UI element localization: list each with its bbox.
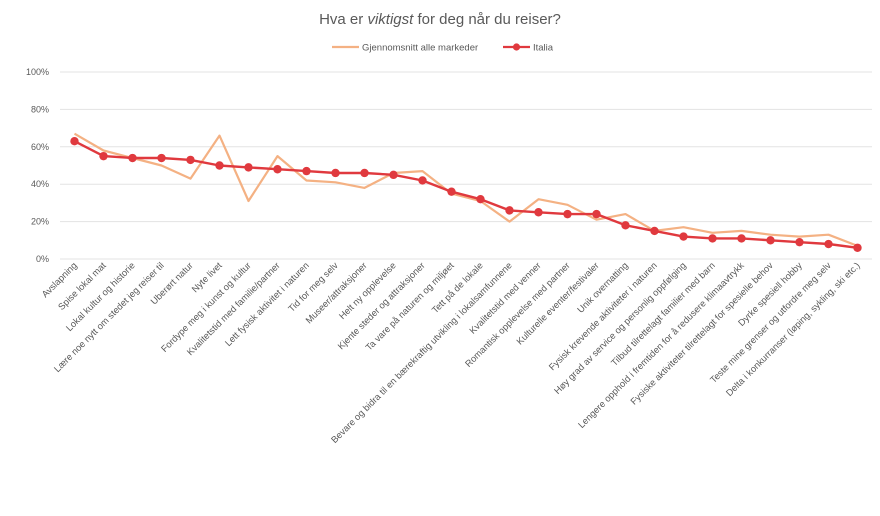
data-point[interactable] [621, 221, 630, 230]
data-point[interactable] [70, 136, 79, 146]
legend: Gjennomsnitt alle markeder Italia [332, 43, 554, 54]
x-category-label: Romantisk opplevelse med partner [463, 260, 572, 369]
x-category-label: Tilbud tilrettelagt familier med barn [609, 260, 717, 368]
data-point[interactable] [99, 151, 108, 161]
series-group [70, 132, 862, 252]
y-tick-label: 60% [31, 142, 49, 152]
series-italia [70, 136, 862, 252]
data-point[interactable] [476, 194, 485, 204]
x-category-label: Unik overnatting [575, 260, 630, 315]
data-point[interactable] [795, 237, 804, 247]
data-point[interactable] [708, 234, 717, 243]
data-point[interactable] [331, 168, 340, 178]
data-point[interactable] [128, 153, 137, 163]
x-category-label: Delta i konkurranser (løping, sykling, s… [724, 260, 862, 398]
data-point[interactable] [418, 176, 427, 185]
y-axis-ticks: 0% 20% 40% 60% 80% 100% [26, 67, 49, 264]
legend-item-average[interactable]: Gjennomsnitt alle markeder [332, 43, 478, 54]
series-average [73, 132, 858, 247]
chart-title-part-3: for deg når du reiser? [413, 11, 561, 28]
y-tick-label: 20% [31, 217, 49, 227]
data-point[interactable] [592, 209, 601, 219]
data-point[interactable] [737, 234, 746, 243]
data-point[interactable] [186, 155, 195, 165]
y-tick-label: 40% [31, 179, 49, 189]
data-point[interactable] [853, 243, 862, 252]
legend-label-average: Gjennomsnitt alle markeder [362, 43, 478, 54]
series-line [73, 132, 858, 247]
x-category-label: Tett på de lokale [430, 260, 485, 315]
data-point[interactable] [389, 170, 398, 180]
data-point[interactable] [679, 232, 688, 241]
y-tick-label: 100% [26, 67, 49, 77]
legend-label-italia: Italia [533, 43, 554, 54]
data-point[interactable] [650, 226, 659, 236]
data-point[interactable] [360, 168, 369, 178]
y-tick-label: 0% [36, 254, 49, 264]
x-category-label: Tid for meg selv [286, 260, 340, 314]
data-point[interactable] [824, 239, 833, 249]
x-category-label: Fysisk krevende aktiviteter i naturen [547, 260, 659, 372]
data-point[interactable] [766, 236, 775, 245]
data-point[interactable] [534, 208, 543, 217]
chart-title-emphasis: viktigst [367, 11, 414, 28]
data-point[interactable] [273, 165, 282, 174]
gridlines [60, 71, 872, 260]
x-category-label: Lære noe nytt om stedet jeg reiser til [52, 260, 166, 374]
chart-title: Hva er viktigst for deg når du reiser? [319, 11, 561, 28]
data-point[interactable] [447, 187, 456, 196]
data-point[interactable] [244, 163, 253, 172]
data-point[interactable] [505, 206, 514, 215]
data-point[interactable] [563, 209, 572, 219]
data-point[interactable] [302, 166, 311, 176]
chart-title-part-1: Hva er [319, 11, 367, 28]
series-line [73, 140, 858, 249]
data-point[interactable] [215, 161, 224, 170]
data-point[interactable] [157, 153, 166, 163]
legend-item-italia[interactable]: Italia [503, 43, 554, 54]
legend-marker-italia [512, 43, 521, 51]
y-tick-label: 80% [31, 104, 49, 114]
